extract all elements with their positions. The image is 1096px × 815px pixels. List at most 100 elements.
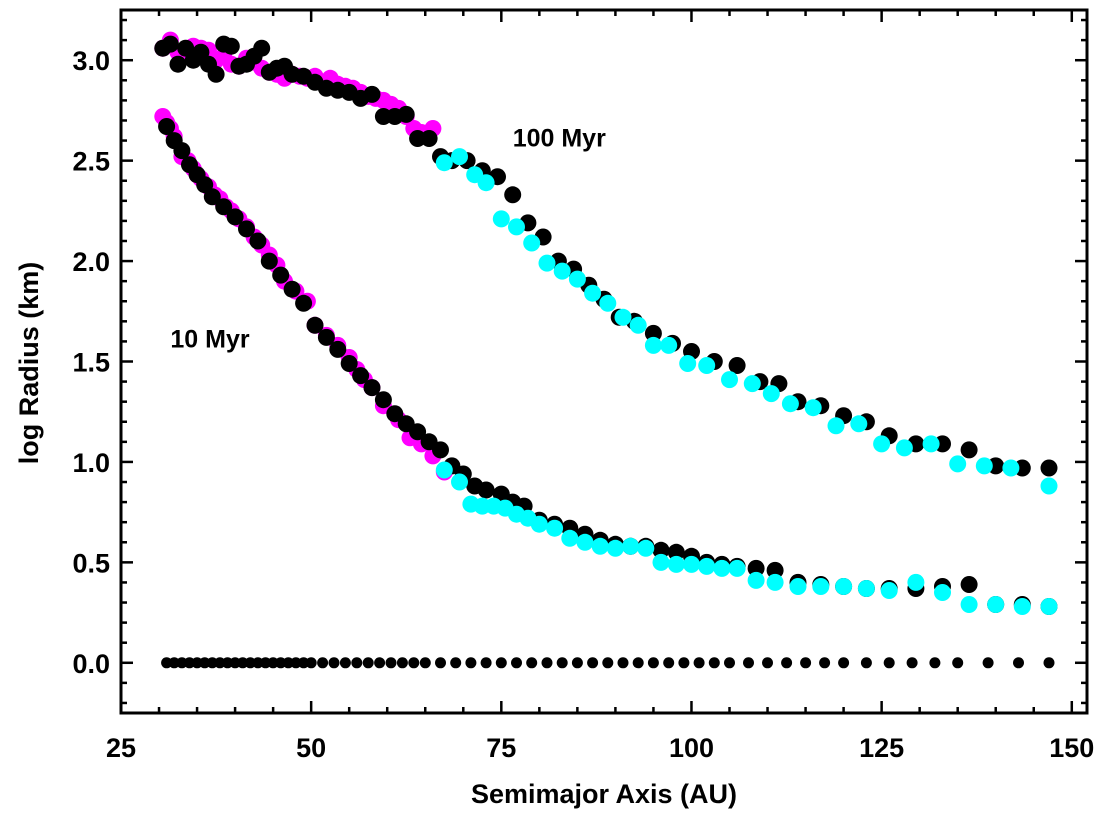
data-point xyxy=(693,657,705,669)
data-point xyxy=(812,578,830,595)
data-point xyxy=(766,573,784,591)
data-point xyxy=(591,537,609,555)
data-point xyxy=(196,176,214,194)
data-point xyxy=(339,657,351,669)
data-point xyxy=(298,657,310,669)
data-point xyxy=(728,357,746,374)
data-point xyxy=(305,657,317,669)
data-point xyxy=(584,284,602,302)
data-point xyxy=(275,657,287,669)
data-point xyxy=(435,154,453,172)
data-point xyxy=(317,328,335,346)
data-point xyxy=(949,455,967,473)
data-point xyxy=(632,657,644,669)
data-point xyxy=(450,657,462,669)
data-point xyxy=(374,657,386,669)
x-tick-label: 100 xyxy=(669,733,714,763)
data-point xyxy=(397,105,415,123)
data-point xyxy=(922,435,940,453)
data-point xyxy=(222,657,233,669)
data-point xyxy=(432,441,449,459)
data-point xyxy=(282,657,294,669)
data-point xyxy=(873,435,891,453)
ticks-layer: 25 50 75 100 125 150 0.0 0.5 1.0 1.5 2.0 2.5 3.0 xyxy=(72,10,1094,763)
x-tick-label: 125 xyxy=(859,733,904,763)
data-point xyxy=(1013,598,1031,615)
data-point xyxy=(952,657,964,669)
data-point xyxy=(743,657,754,669)
data-point xyxy=(328,657,340,669)
x-axis-title: Semimajor Axis (AU) xyxy=(471,779,737,809)
data-point xyxy=(169,55,187,73)
data-point xyxy=(644,336,662,354)
data-point xyxy=(561,529,579,547)
data-point xyxy=(396,657,408,669)
data-point xyxy=(982,657,994,669)
data-point xyxy=(530,515,548,533)
data-point xyxy=(647,657,659,669)
data-point xyxy=(708,657,720,669)
data-point xyxy=(260,657,271,669)
data-point xyxy=(838,657,850,669)
data-point xyxy=(226,208,244,226)
data-point xyxy=(477,481,495,499)
data-point xyxy=(176,657,188,669)
data-point xyxy=(290,657,302,669)
data-point xyxy=(267,657,279,669)
data-point xyxy=(614,308,632,326)
data-point xyxy=(538,254,556,272)
data-point xyxy=(827,417,845,435)
data-point xyxy=(541,657,553,669)
data-point xyxy=(987,596,1005,613)
data-point xyxy=(804,399,822,417)
data-point xyxy=(906,657,918,669)
data-point xyxy=(1040,477,1058,495)
data-point xyxy=(679,355,697,372)
y-tick-label: 1.5 xyxy=(72,348,110,378)
data-point xyxy=(214,657,226,669)
data-point xyxy=(781,657,793,669)
data-point xyxy=(272,266,290,284)
data-point xyxy=(724,657,735,669)
data-point xyxy=(317,657,329,669)
data-point xyxy=(435,657,446,669)
data-point xyxy=(419,657,431,669)
annotation-100-myr: 100 Myr xyxy=(513,125,606,153)
data-point xyxy=(465,657,477,669)
data-point xyxy=(762,657,773,669)
data-point xyxy=(698,357,716,374)
data-point xyxy=(747,559,765,577)
data-point xyxy=(206,657,218,669)
data-point xyxy=(260,252,278,270)
data-point xyxy=(546,519,564,537)
data-point xyxy=(199,657,211,669)
data-point xyxy=(191,657,203,669)
y-tick-label: 1.0 xyxy=(72,448,110,478)
data-point xyxy=(762,385,780,403)
data-point xyxy=(451,148,468,166)
data-point xyxy=(207,65,225,83)
data-point xyxy=(1043,657,1055,669)
x-tick-label: 50 xyxy=(296,733,326,763)
data-point xyxy=(229,657,241,669)
data-point xyxy=(747,571,765,589)
data-point xyxy=(576,533,594,551)
data-point xyxy=(606,539,624,557)
data-point xyxy=(637,539,655,557)
data-point xyxy=(1002,459,1020,477)
data-point xyxy=(495,657,507,669)
data-point xyxy=(283,280,301,298)
data-point xyxy=(556,657,568,669)
data-point xyxy=(883,657,895,669)
data-point xyxy=(222,37,240,55)
data-point xyxy=(408,657,420,669)
data-point xyxy=(1040,459,1058,477)
y-tick-label: 0.0 xyxy=(72,649,110,679)
data-point xyxy=(629,316,647,334)
data-point xyxy=(295,294,313,312)
data-point xyxy=(622,537,640,555)
data-point xyxy=(743,375,761,393)
data-point xyxy=(929,657,941,669)
